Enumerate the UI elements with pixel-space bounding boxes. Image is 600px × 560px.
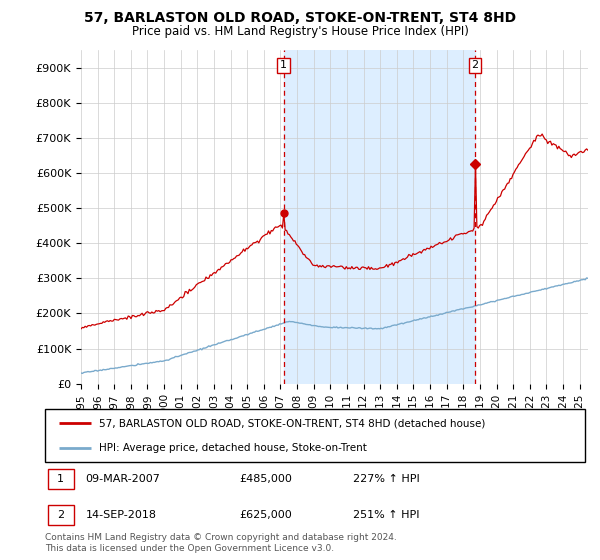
Text: 57, BARLASTON OLD ROAD, STOKE-ON-TRENT, ST4 8HD (detached house): 57, BARLASTON OLD ROAD, STOKE-ON-TRENT, … <box>99 418 485 428</box>
Text: 2: 2 <box>57 510 64 520</box>
Text: 2: 2 <box>472 60 479 71</box>
Text: 1: 1 <box>57 474 64 484</box>
Text: Contains HM Land Registry data © Crown copyright and database right 2024.
This d: Contains HM Land Registry data © Crown c… <box>45 533 397 553</box>
Text: HPI: Average price, detached house, Stoke-on-Trent: HPI: Average price, detached house, Stok… <box>99 442 367 452</box>
Text: 227% ↑ HPI: 227% ↑ HPI <box>353 474 419 484</box>
Text: £485,000: £485,000 <box>239 474 292 484</box>
Text: 57, BARLASTON OLD ROAD, STOKE-ON-TRENT, ST4 8HD: 57, BARLASTON OLD ROAD, STOKE-ON-TRENT, … <box>84 11 516 25</box>
Text: Price paid vs. HM Land Registry's House Price Index (HPI): Price paid vs. HM Land Registry's House … <box>131 25 469 38</box>
Text: 14-SEP-2018: 14-SEP-2018 <box>86 510 157 520</box>
Bar <box>48 505 74 525</box>
Text: 09-MAR-2007: 09-MAR-2007 <box>86 474 160 484</box>
Bar <box>48 469 74 489</box>
Text: £625,000: £625,000 <box>239 510 292 520</box>
Bar <box>284 50 475 384</box>
Text: 1: 1 <box>280 60 287 71</box>
Text: 251% ↑ HPI: 251% ↑ HPI <box>353 510 419 520</box>
